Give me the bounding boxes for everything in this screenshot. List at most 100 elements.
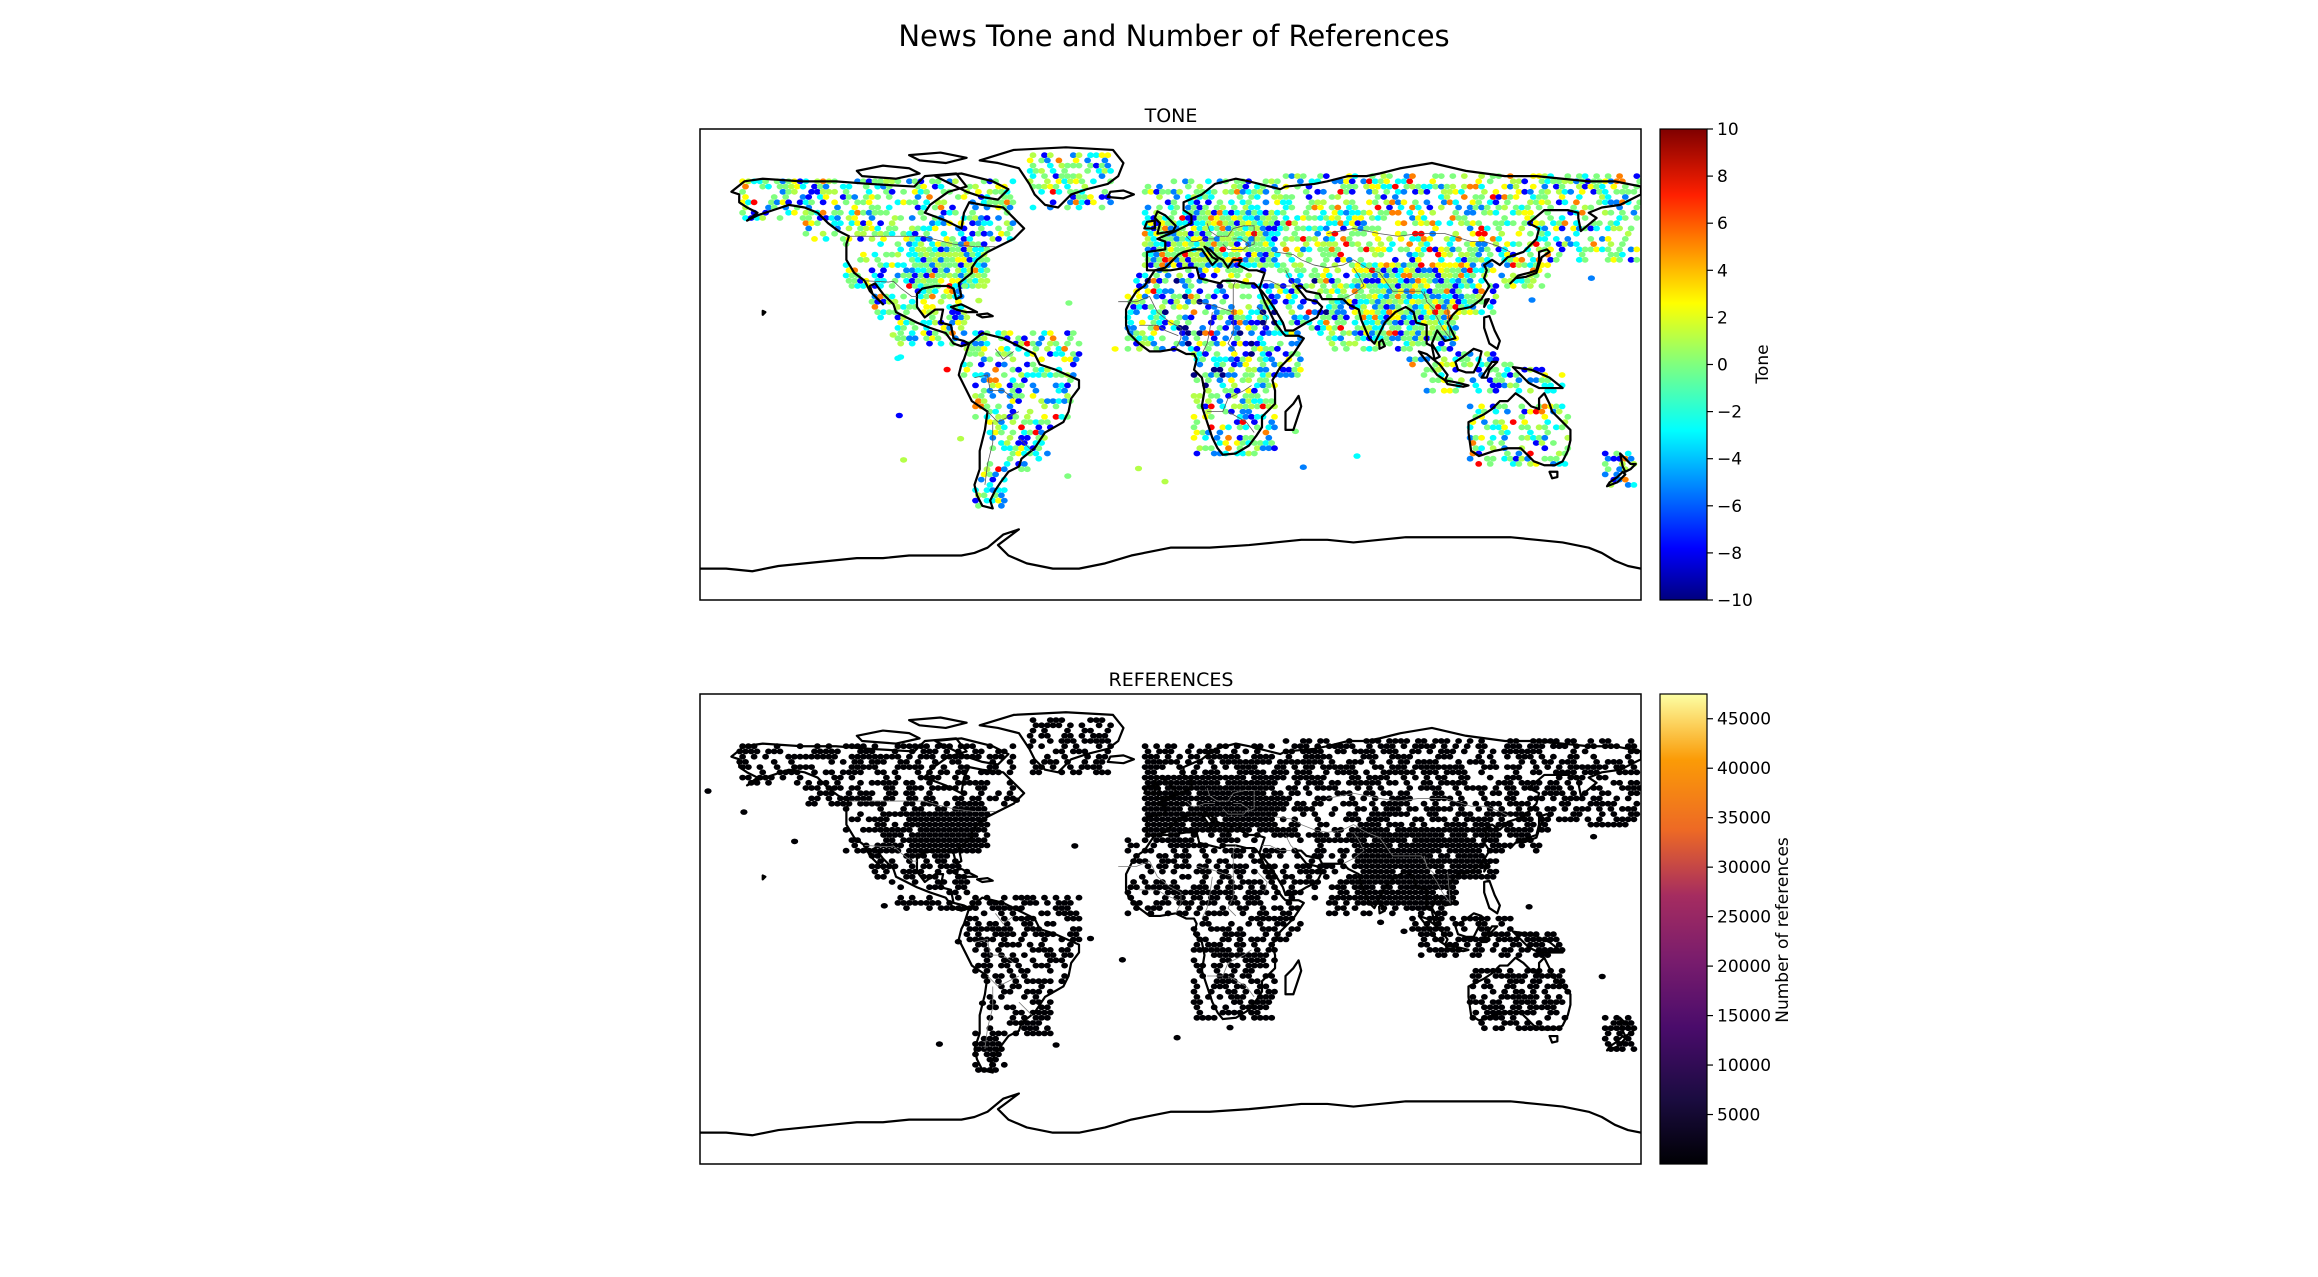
hexbin-cell [1371, 304, 1379, 310]
hexbin-cell [972, 246, 979, 253]
hexbin-cell [860, 764, 867, 770]
hexbin-cell [1294, 759, 1301, 765]
hexbin-cell [1265, 811, 1273, 817]
hexbin-cell [1621, 194, 1629, 200]
hexbin-cell [1176, 293, 1183, 300]
hexbin-cell [1506, 455, 1514, 462]
hexbin-cell [1383, 199, 1391, 206]
hexbin-cell [1512, 748, 1520, 755]
hexbin-cell [1259, 811, 1267, 817]
hexbin-cell [1389, 753, 1396, 760]
hexbin-cell [1573, 816, 1580, 823]
hexbin-cell [1555, 764, 1563, 770]
hexbin-cell [1472, 194, 1480, 200]
hexbin-cell [1512, 800, 1520, 807]
hexbin-cell [1297, 262, 1304, 268]
hexbin-cell [1213, 351, 1221, 357]
hexbin-cell [1558, 403, 1566, 410]
hexbin-cell [1518, 403, 1526, 410]
hexbin-cell [874, 821, 882, 828]
hexbin-cell [1009, 408, 1017, 415]
hexbin-cell [1202, 351, 1209, 357]
hexbin-cell [1469, 209, 1477, 216]
hexbin-cell [791, 764, 798, 770]
hexbin-cell [1159, 837, 1166, 844]
hexbin-cell [1363, 842, 1370, 849]
hexbin-cell [1596, 188, 1603, 195]
hexbin-cell [1371, 178, 1379, 185]
hexbin-cell [1064, 738, 1071, 744]
hexbin-cell [1228, 837, 1235, 844]
hexbin-cell [1000, 497, 1008, 504]
hexbin-cell [1222, 335, 1230, 342]
hexbin-cell [986, 471, 994, 478]
hexbin-cell [946, 272, 953, 279]
hexbin-cell [1498, 440, 1506, 446]
hexbin-cell [1009, 419, 1017, 425]
hexbin-cell [897, 340, 905, 347]
hexbin-cell [1561, 188, 1569, 195]
hexbin-cell [1179, 779, 1186, 786]
hexbin-cell [1331, 345, 1339, 352]
hexbin-cell [1199, 889, 1207, 896]
hexbin-cell [891, 842, 899, 849]
hexbin-cell [1443, 267, 1451, 274]
hexbin-cell [1561, 806, 1569, 812]
hexbin-cell [1455, 769, 1462, 776]
hexbin-cell [1205, 795, 1212, 802]
hexbin-cell [1317, 759, 1324, 765]
hexbin-cell [1170, 199, 1178, 206]
hexbin-cell [1061, 732, 1068, 739]
hexbin-cell [1492, 868, 1500, 875]
hexbin-cell [1432, 863, 1439, 870]
hexbin-cell [1345, 873, 1353, 880]
hexbin-cell [1337, 764, 1345, 770]
hexbin-cell [1518, 779, 1526, 786]
hexbin-cell [1322, 267, 1330, 274]
hexbin-cell [1308, 858, 1316, 864]
hexbin-cell [1334, 277, 1342, 284]
hexbin-cell [1478, 288, 1485, 295]
hexbin-cell [943, 246, 951, 253]
hexbin-cell [1233, 220, 1241, 227]
hexbin-cell [934, 178, 942, 185]
hexbin-cell [1409, 361, 1416, 368]
hexbin-cell [1403, 779, 1411, 786]
hexbin-cell [1509, 220, 1517, 227]
hexbin-cell [1446, 764, 1454, 770]
hexbin-cell [1598, 821, 1606, 828]
hexbin-cell [1601, 450, 1609, 457]
hexbin-cell [920, 267, 928, 274]
hexbin-cell [931, 183, 939, 190]
hexbin-cell [992, 471, 999, 478]
hexbin-cell [1285, 785, 1293, 791]
hexbin-cell [1366, 879, 1373, 885]
hexbin-cell [1412, 304, 1419, 310]
hexbin-cell [1532, 743, 1540, 750]
hexbin-cell [1067, 377, 1074, 384]
hexbin-cell [1216, 262, 1224, 268]
hexbin-cell [1389, 837, 1396, 844]
hexbin-cell [917, 764, 925, 770]
hexbin-cell [828, 215, 836, 221]
hexbin-cell [1509, 743, 1517, 750]
hexbin-cell [1233, 335, 1241, 342]
hexbin-cell [1521, 408, 1529, 415]
hexbin-cell [1435, 806, 1442, 812]
hexbin-cell [975, 398, 982, 404]
hexbin-cell [1455, 256, 1462, 263]
hexbin-cell [943, 288, 951, 295]
hexbin-cell [1187, 314, 1195, 321]
hexbin-cell [1233, 440, 1241, 446]
hexbin-cell [977, 361, 985, 368]
hexbin-cell [1409, 183, 1416, 190]
hexbin-cell [1492, 199, 1500, 206]
hexbin-cell [1305, 779, 1313, 786]
hexbin-cell [963, 262, 971, 268]
hexbin-cell [1213, 309, 1221, 316]
hexbin-cell [1294, 800, 1301, 807]
hexbin-cell [883, 230, 890, 237]
hexbin-cell [1320, 283, 1327, 289]
hexbin-cell [1383, 188, 1391, 195]
hexbin-cell [989, 476, 997, 483]
